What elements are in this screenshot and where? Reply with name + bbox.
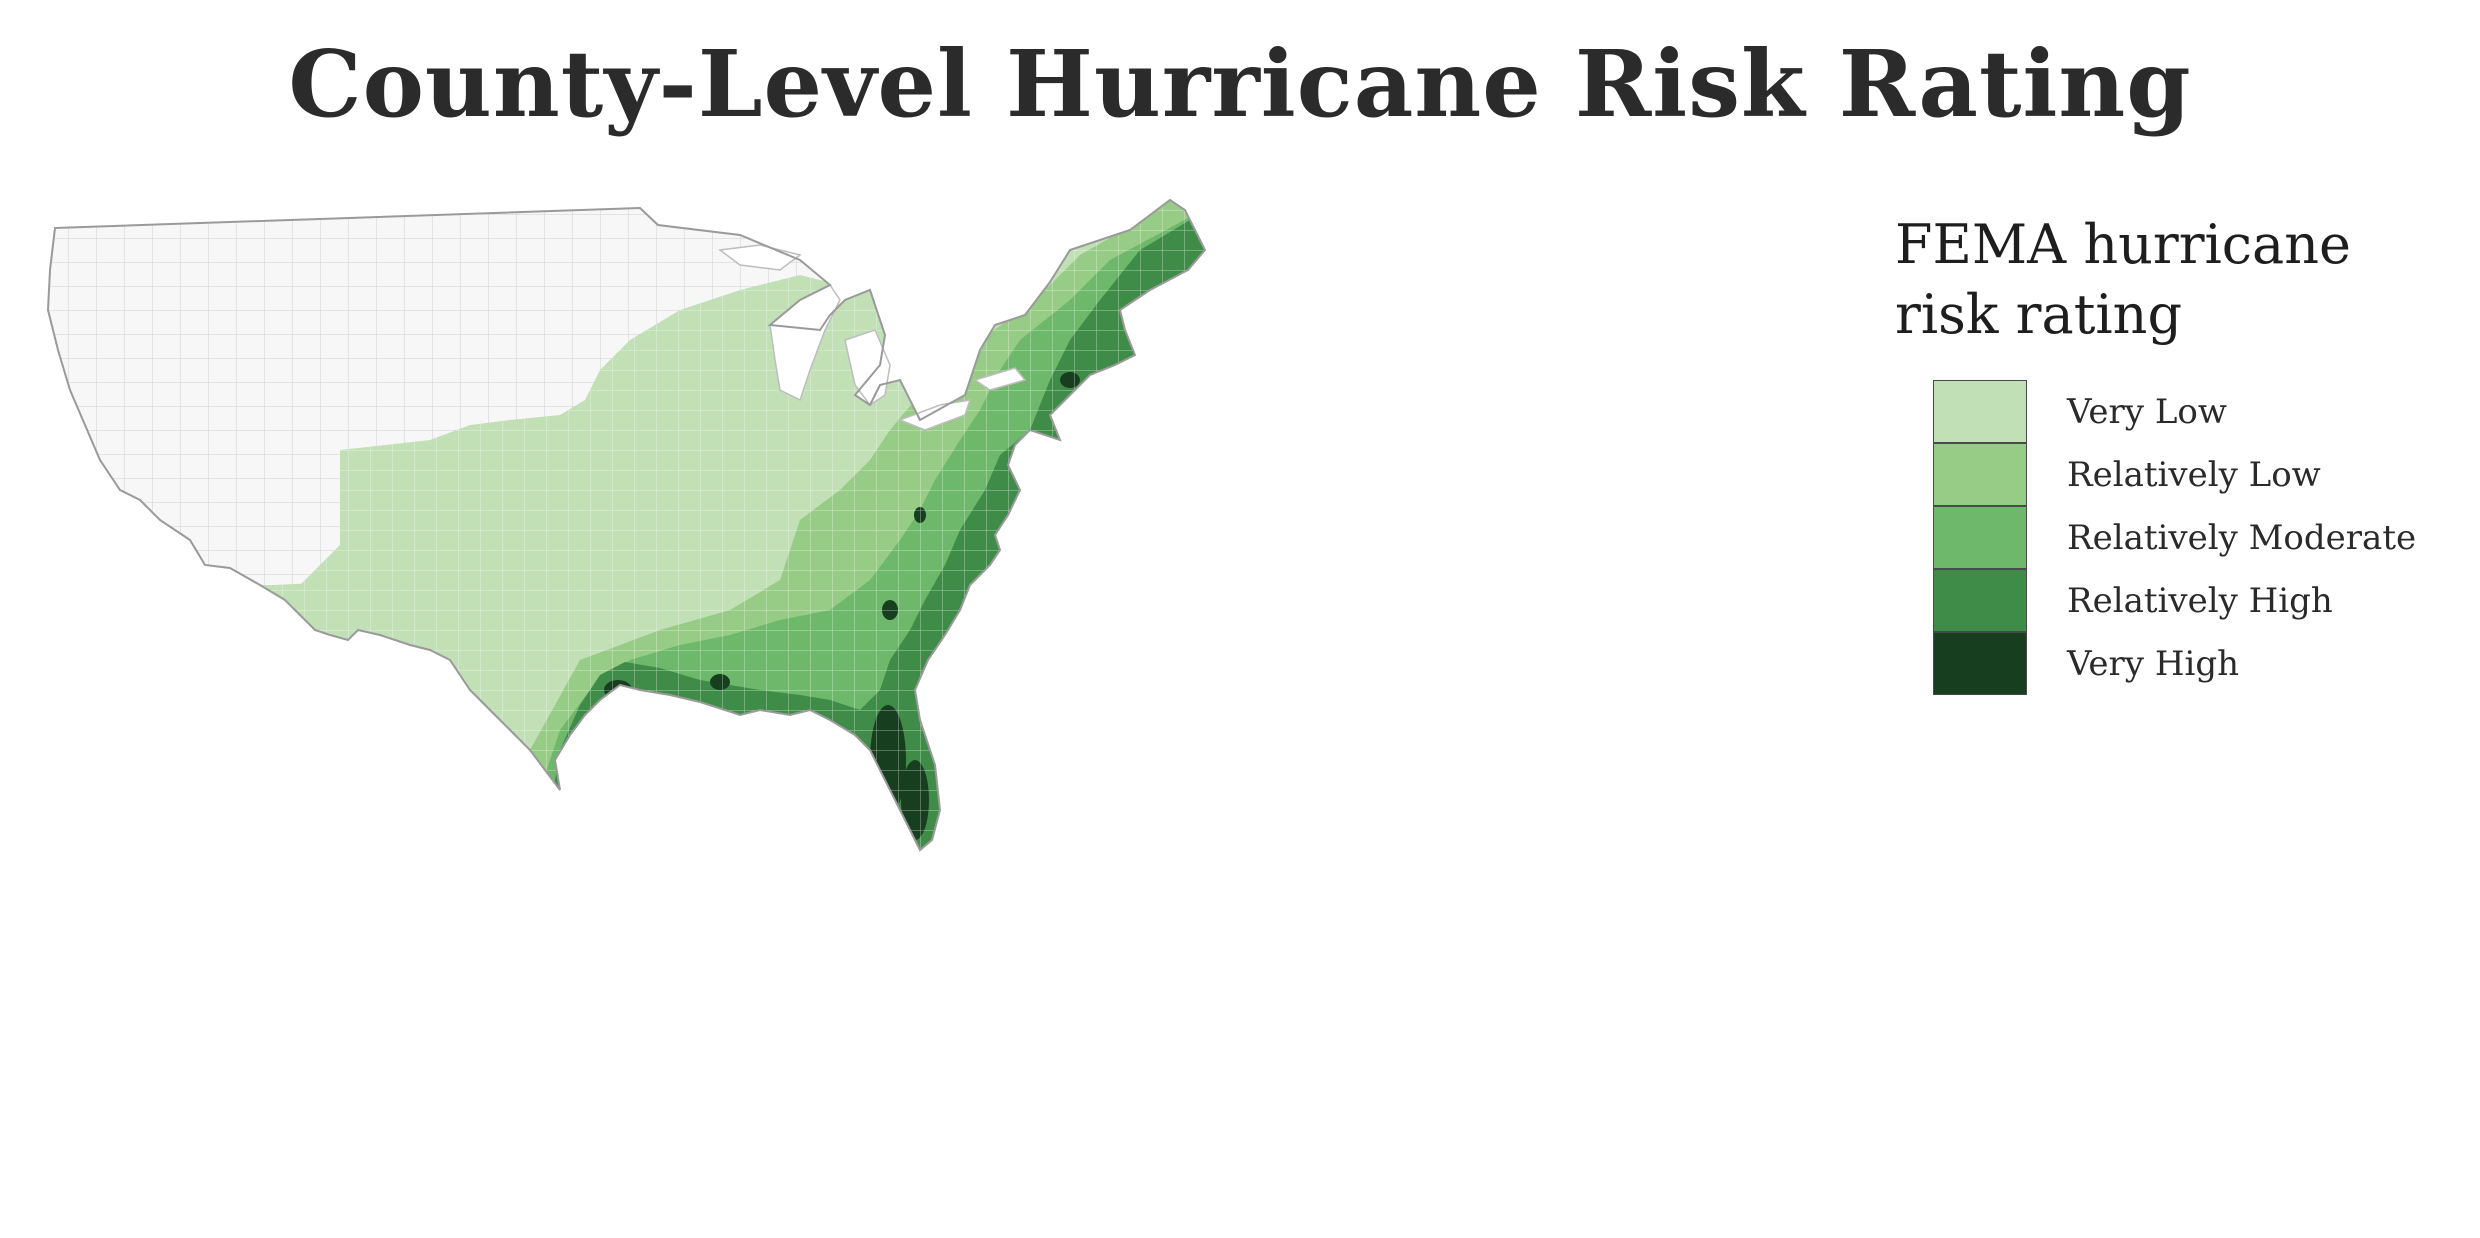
legend-swatch (1933, 569, 2027, 632)
legend-rows: Very Low Relatively Low Relatively Moder… (1895, 380, 2455, 695)
legend: FEMA hurricane risk rating Very Low Rela… (1895, 210, 2455, 695)
legend-swatch (1933, 506, 2027, 569)
legend-item-very-high: Very High (1895, 632, 2455, 695)
legend-swatch (1933, 443, 2027, 506)
legend-title-line1: FEMA hurricane (1895, 213, 2351, 276)
legend-title: FEMA hurricane risk rating (1895, 210, 2455, 350)
legend-label: Very Low (2067, 391, 2227, 432)
legend-label: Relatively Moderate (2067, 517, 2417, 558)
great-lakes (718, 244, 1027, 431)
legend-label: Very High (2067, 643, 2240, 684)
map-title: County-Level Hurricane Risk Rating (288, 30, 2192, 138)
legend-label: Relatively High (2067, 580, 2333, 621)
legend-swatch (1933, 380, 2027, 443)
legend-item-very-low: Very Low (1895, 380, 2455, 443)
legend-swatch (1933, 632, 2027, 695)
legend-item-relatively-moderate: Relatively Moderate (1895, 506, 2455, 569)
legend-item-relatively-high: Relatively High (1895, 569, 2455, 632)
legend-item-relatively-low: Relatively Low (1895, 443, 2455, 506)
choropleth-map (40, 190, 1900, 1230)
legend-title-line2: risk rating (1895, 283, 2183, 346)
legend-label: Relatively Low (2067, 454, 2321, 495)
